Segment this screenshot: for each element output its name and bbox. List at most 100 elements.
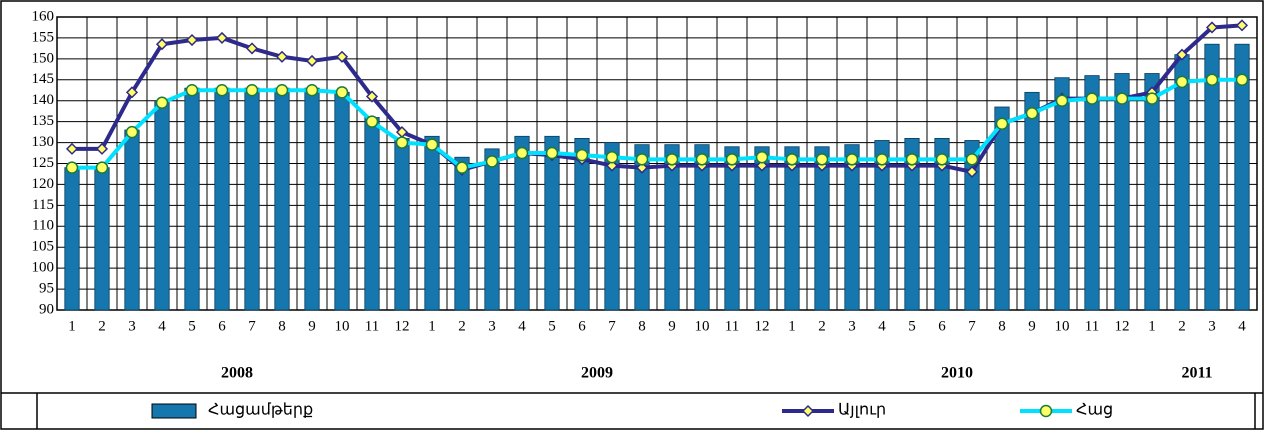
bar bbox=[544, 135, 560, 311]
x-tick-label: 3 bbox=[488, 318, 496, 334]
line-marker bbox=[245, 84, 259, 97]
x-tick-label: 4 bbox=[158, 318, 166, 334]
line-marker bbox=[455, 161, 469, 174]
bar bbox=[1234, 43, 1250, 311]
bar bbox=[394, 137, 410, 311]
bar bbox=[994, 106, 1010, 311]
y-tick-label: 145 bbox=[32, 71, 55, 87]
x-tick-label: 3 bbox=[128, 318, 136, 334]
bar bbox=[634, 144, 650, 311]
x-tick-label: 12 bbox=[755, 318, 770, 334]
x-tick-label: 11 bbox=[1085, 318, 1099, 334]
bar bbox=[184, 87, 200, 311]
x-tick-label: 6 bbox=[938, 318, 946, 334]
y-tick-label: 105 bbox=[32, 239, 55, 255]
x-tick-label: 6 bbox=[578, 318, 586, 334]
line-marker bbox=[215, 31, 229, 44]
x-tick-label: 9 bbox=[1028, 318, 1036, 334]
y-tick-label: 100 bbox=[32, 260, 55, 276]
line-marker bbox=[545, 146, 559, 160]
y-tick-label: 95 bbox=[39, 281, 54, 297]
x-tick-label: 2 bbox=[818, 318, 826, 334]
legend-swatch bbox=[151, 403, 197, 419]
line-marker bbox=[305, 84, 319, 97]
bar bbox=[754, 146, 770, 311]
x-tick-label: 5 bbox=[188, 318, 196, 334]
bar bbox=[274, 87, 290, 311]
bar bbox=[814, 146, 830, 311]
bar bbox=[214, 87, 230, 311]
year-label: 2009 bbox=[581, 365, 613, 382]
x-tick-label: 2 bbox=[458, 318, 466, 334]
bar bbox=[664, 144, 680, 311]
line-marker bbox=[65, 142, 79, 155]
line-marker bbox=[635, 153, 649, 166]
x-tick-label: 4 bbox=[1238, 318, 1246, 334]
line-marker bbox=[185, 33, 199, 47]
x-tick-label: 2 bbox=[98, 318, 106, 334]
line-marker bbox=[125, 86, 139, 99]
line-marker bbox=[965, 153, 979, 166]
year-label: 2008 bbox=[221, 365, 253, 382]
legend-marker bbox=[1039, 404, 1053, 418]
x-tick-label: 7 bbox=[608, 318, 616, 334]
bar bbox=[844, 144, 860, 311]
line-marker bbox=[95, 142, 109, 155]
x-tick-label: 10 bbox=[1055, 318, 1070, 334]
y-tick-label: 135 bbox=[32, 113, 55, 129]
line bbox=[72, 77, 1242, 170]
line-marker bbox=[425, 138, 439, 151]
bar bbox=[154, 100, 170, 311]
bar bbox=[694, 144, 710, 311]
line-marker bbox=[1205, 73, 1219, 87]
x-tick-label: 1 bbox=[1148, 318, 1156, 334]
legend-marker bbox=[801, 404, 815, 418]
line-marker bbox=[95, 161, 109, 174]
x-tick-label: 3 bbox=[848, 318, 856, 334]
line-marker bbox=[725, 153, 739, 166]
bar bbox=[454, 156, 470, 311]
line-marker bbox=[605, 159, 619, 172]
x-tick-label: 1 bbox=[788, 318, 796, 334]
line-marker bbox=[365, 90, 379, 103]
legend-label: Հացամթերք bbox=[208, 402, 313, 419]
line-marker bbox=[245, 42, 259, 55]
bar bbox=[244, 87, 260, 311]
line-marker bbox=[755, 150, 769, 164]
bar bbox=[1174, 54, 1190, 311]
y-tick-label: 130 bbox=[32, 134, 55, 150]
y-tick-label: 140 bbox=[32, 92, 55, 108]
y-tick-label: 155 bbox=[32, 29, 55, 45]
line-marker bbox=[665, 153, 679, 166]
x-tick-label: 4 bbox=[878, 318, 886, 334]
bar bbox=[334, 91, 350, 311]
line-marker bbox=[575, 148, 589, 162]
x-tick-label: 7 bbox=[968, 318, 976, 334]
line-marker bbox=[1055, 94, 1069, 107]
x-tick-label: 8 bbox=[638, 318, 646, 334]
bar bbox=[574, 137, 590, 311]
x-tick-label: 8 bbox=[278, 318, 286, 334]
line-marker bbox=[335, 86, 349, 99]
bar bbox=[1054, 77, 1070, 311]
line-marker bbox=[1205, 21, 1219, 34]
y-tick-label: 120 bbox=[32, 176, 55, 192]
line-marker bbox=[815, 153, 829, 166]
line-marker bbox=[845, 153, 859, 166]
year-label: 2010 bbox=[941, 365, 973, 382]
line-marker bbox=[215, 84, 229, 97]
bar bbox=[64, 167, 80, 311]
y-tick-label: 110 bbox=[32, 218, 54, 234]
x-tick-label: 8 bbox=[998, 318, 1006, 334]
bar bbox=[604, 142, 620, 311]
line-marker bbox=[695, 153, 709, 166]
line-marker bbox=[905, 153, 919, 166]
x-tick-label: 11 bbox=[365, 318, 379, 334]
line-marker bbox=[275, 50, 289, 63]
x-tick-label: 4 bbox=[518, 318, 526, 334]
line-marker bbox=[1175, 48, 1189, 61]
line-marker bbox=[1025, 107, 1039, 120]
line-marker bbox=[785, 153, 799, 166]
